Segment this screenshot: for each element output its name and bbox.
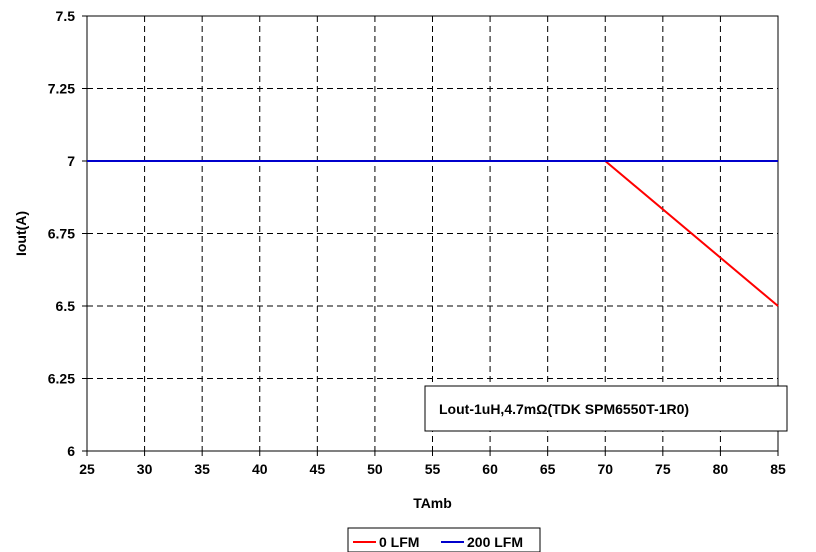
x-tick-label: 65 xyxy=(540,461,556,477)
x-tick-label: 25 xyxy=(79,461,95,477)
y-tick-label: 7.25 xyxy=(48,81,75,97)
x-tick-label: 55 xyxy=(425,461,441,477)
series-layer xyxy=(87,160,779,307)
x-tick-label: 30 xyxy=(137,461,153,477)
y-tick-label: 7 xyxy=(67,153,75,169)
legend-label: 200 LFM xyxy=(467,534,523,550)
y-tick-label: 6 xyxy=(67,443,75,459)
x-tick-label: 70 xyxy=(597,461,613,477)
x-tick-label: 85 xyxy=(770,461,786,477)
x-tick-label: 80 xyxy=(713,461,729,477)
legend: 0 LFM 200 LFM xyxy=(347,527,541,552)
y-tick-labels: 6 6.25 6.5 6.75 7 7.25 7.5 xyxy=(48,8,87,459)
x-tick-labels: 25 30 35 40 45 50 55 60 65 70 75 80 85 xyxy=(79,451,786,477)
y-tick-label: 7.5 xyxy=(56,8,76,24)
x-axis-label: TAmb xyxy=(413,495,452,511)
annotation-text: Lout-1uH,4.7mΩ(TDK SPM6550T-1R0) xyxy=(439,401,689,417)
x-tick-label: 50 xyxy=(367,461,383,477)
x-tick-label: 60 xyxy=(482,461,498,477)
y-axis-label: Iout(A) xyxy=(13,211,29,256)
legend-label: 0 LFM xyxy=(379,534,419,550)
x-tick-label: 40 xyxy=(252,461,268,477)
y-tick-label: 6.5 xyxy=(56,298,76,314)
x-tick-label: 45 xyxy=(310,461,326,477)
y-tick-label: 6.75 xyxy=(48,226,75,242)
legend-border xyxy=(347,527,541,552)
x-tick-label: 35 xyxy=(194,461,210,477)
y-tick-label: 6.25 xyxy=(48,371,75,387)
annotation-box: Lout-1uH,4.7mΩ(TDK SPM6550T-1R0) xyxy=(424,385,788,432)
annotation-border xyxy=(424,385,788,432)
x-tick-label: 75 xyxy=(655,461,671,477)
